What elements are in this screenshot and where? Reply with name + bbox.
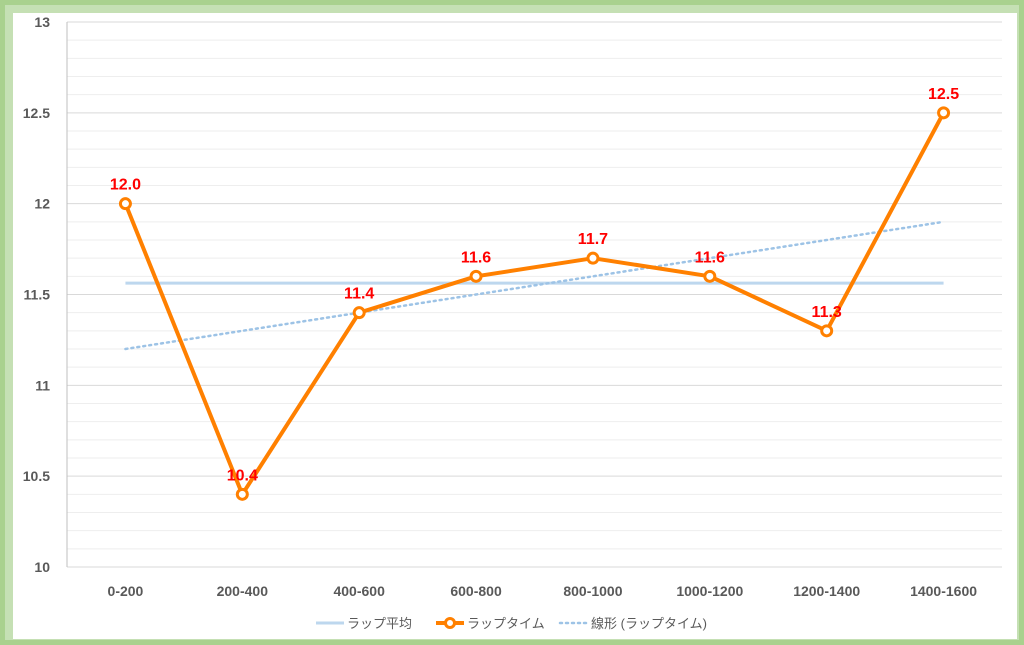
legend-laptime-marker <box>444 617 456 629</box>
data-label: 12.0 <box>110 177 141 194</box>
data-label: 11.6 <box>695 249 725 266</box>
x-tick-label: 600-800 <box>450 583 502 599</box>
y-tick-label: 12.5 <box>23 105 50 121</box>
lap-time-point <box>469 269 483 283</box>
lap-time-point <box>937 106 951 120</box>
trendline <box>124 220 945 351</box>
series <box>118 106 951 501</box>
data-label: 10.4 <box>227 467 258 484</box>
y-tick-label: 11.5 <box>24 287 51 303</box>
chart-area <box>13 13 1017 639</box>
x-tick-label: 1200-1400 <box>793 583 860 599</box>
y-tick-label: 10 <box>34 559 50 575</box>
y-tick-label: 12 <box>34 196 50 212</box>
lap-time-point <box>586 251 600 265</box>
y-tick-label: 10.5 <box>23 468 50 484</box>
x-tick-label: 800-1000 <box>563 583 622 599</box>
x-tick-label: 1400-1600 <box>910 583 977 599</box>
data-labels: 12.0 10.4 11.4 11.6 11.7 11.6 11.3 12.5 <box>110 86 959 485</box>
gridlines <box>67 21 1002 568</box>
lap-time-point <box>820 324 834 338</box>
lap-time-point <box>235 487 249 501</box>
x-axis-ticks: 0-200 200-400 400-600 600-800 800-1000 1000-1… <box>108 583 978 599</box>
legend: ラップ平均 ラップタイム 線形 (ラップタイム) <box>316 616 707 631</box>
data-label: 11.6 <box>461 249 491 266</box>
x-tick-label: 200-400 <box>217 583 269 599</box>
data-label: 11.4 <box>344 286 374 303</box>
x-tick-label: 1000-1200 <box>676 583 743 599</box>
lap-time-line <box>123 111 946 497</box>
legend-trendline-label: 線形 (ラップタイム) <box>591 616 707 631</box>
legend-laptime-label: ラップタイム <box>467 616 545 631</box>
y-tick-label: 13 <box>34 14 50 30</box>
lap-time-point <box>703 269 717 283</box>
y-axis-ticks: 10 10.5 11 11.5 12 12.5 13 <box>23 14 50 575</box>
legend-average-label: ラップ平均 <box>347 616 412 631</box>
data-label: 11.3 <box>812 304 842 321</box>
data-label: 11.7 <box>578 231 608 248</box>
x-tick-label: 400-600 <box>333 583 385 599</box>
lap-time-point <box>352 306 366 320</box>
y-tick-label: 11 <box>35 377 50 393</box>
x-tick-label: 0-200 <box>108 583 144 599</box>
lap-time-point <box>118 197 132 211</box>
data-label: 12.5 <box>928 86 959 103</box>
